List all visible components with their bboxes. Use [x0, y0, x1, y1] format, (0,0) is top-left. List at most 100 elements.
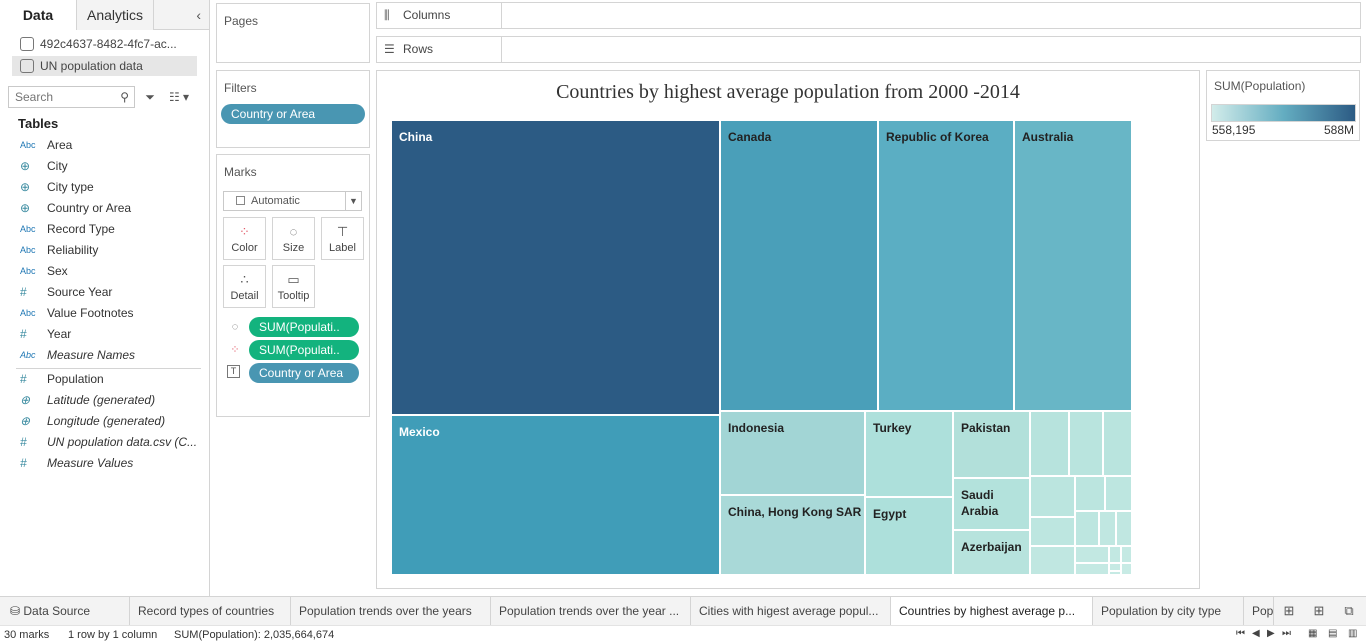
treemap-cell[interactable]: [1030, 517, 1075, 546]
field-search-row: ⚲ ⏷ ☷ ▾: [8, 86, 209, 108]
field-label: Measure Values: [47, 456, 134, 470]
mark-type-dropdown[interactable]: Automatic ▼: [223, 191, 362, 211]
field-item[interactable]: # UN population data.csv (C...: [0, 432, 209, 453]
field-item[interactable]: # Measure Values: [0, 453, 209, 474]
sheet-tab[interactable]: Population by city type: [1093, 597, 1244, 625]
treemap-cell[interactable]: [1105, 476, 1132, 511]
treemap-cell[interactable]: [1121, 563, 1132, 575]
treemap-cell[interactable]: [1109, 571, 1121, 575]
string-type-icon: Abc: [20, 224, 36, 234]
treemap-cell[interactable]: [1075, 546, 1109, 563]
rows-shelf[interactable]: ☰ Rows: [376, 36, 1361, 63]
tooltip-button[interactable]: ▭ Tooltip: [272, 265, 315, 308]
treemap-cell[interactable]: [1109, 546, 1121, 563]
treemap-cell[interactable]: [1116, 511, 1132, 546]
first-page-icon[interactable]: ⏮: [1236, 628, 1245, 639]
new-dashboard-icon[interactable]: ⊞: [1304, 597, 1334, 625]
number-type-icon: #: [20, 435, 27, 449]
treemap-cell[interactable]: [1075, 476, 1105, 511]
sheet-tab[interactable]: Record types of countries: [130, 597, 291, 625]
field-item[interactable]: Abc Sex: [0, 261, 209, 282]
new-worksheet-icon[interactable]: ⊞: [1274, 597, 1304, 625]
treemap-cell[interactable]: China, Hong Kong SAR: [720, 495, 865, 575]
field-search-input[interactable]: [9, 87, 134, 107]
last-page-icon[interactable]: ⏭: [1282, 628, 1291, 639]
view-options-icon[interactable]: ☷ ▾: [168, 90, 190, 104]
field-item[interactable]: # Year: [0, 324, 209, 345]
color-pill[interactable]: SUM(Populati..: [249, 340, 359, 360]
tables-heading: Tables: [18, 116, 59, 131]
treemap-cell[interactable]: [1099, 511, 1116, 546]
size-icon: ◌: [231, 321, 239, 333]
size-button[interactable]: ◌ Size: [272, 217, 315, 260]
collapse-pane-icon[interactable]: ‹: [154, 0, 209, 29]
sum-summary: SUM(Population): 2,035,664,674: [174, 629, 335, 641]
detail-button[interactable]: ∴ Detail: [223, 265, 266, 308]
treemap-cell[interactable]: [1103, 411, 1132, 476]
color-button[interactable]: ⁘ Color: [223, 217, 266, 260]
field-item[interactable]: ⊕ Latitude (generated): [0, 390, 209, 411]
tab-data-source[interactable]: ⛁ Data Source: [0, 597, 130, 625]
treemap-cell[interactable]: Turkey: [865, 411, 953, 497]
measure-list: # Population ⊕ Latitude (generated) ⊕ Longitu…: [0, 369, 209, 474]
field-item[interactable]: # Source Year: [0, 282, 209, 303]
datasource-item[interactable]: 492c4637-8482-4fc7-ac...: [12, 34, 197, 54]
field-item[interactable]: Abc Record Type: [0, 219, 209, 240]
treemap-cell[interactable]: Saudi Arabia: [953, 478, 1030, 530]
string-type-icon: Abc: [20, 350, 36, 360]
next-page-icon[interactable]: ▶: [1267, 628, 1275, 639]
treemap-cell[interactable]: [1121, 546, 1132, 563]
treemap-cell[interactable]: [1075, 511, 1099, 546]
label-button-label: Label: [329, 242, 356, 254]
field-item[interactable]: Abc Measure Names: [0, 345, 209, 366]
sheet-tab[interactable]: Cities with higest average popul...: [691, 597, 891, 625]
sheet-tab[interactable]: Pop: [1244, 597, 1274, 625]
field-item[interactable]: ⊕ Country or Area: [0, 198, 209, 219]
detail-button-label: Detail: [230, 290, 259, 302]
label-pill[interactable]: Country or Area: [249, 363, 359, 383]
treemap-cell[interactable]: [1069, 411, 1103, 476]
treemap-cell[interactable]: Mexico: [391, 415, 720, 575]
field-item[interactable]: Abc Value Footnotes: [0, 303, 209, 324]
label-button[interactable]: ⊤ Label: [321, 217, 364, 260]
treemap-cell[interactable]: [1109, 563, 1121, 571]
treemap-cell[interactable]: China: [391, 120, 720, 415]
mark-type-icon: [236, 196, 245, 205]
tabs-view-icon[interactable]: ▥: [1348, 628, 1358, 639]
field-item[interactable]: Abc Reliability: [0, 240, 209, 261]
filter-icon[interactable]: ⏷: [145, 90, 155, 104]
treemap-cell[interactable]: [1030, 476, 1075, 517]
sheet-tab[interactable]: Population trends over the years: [291, 597, 491, 625]
tab-analytics[interactable]: Analytics: [77, 0, 154, 30]
treemap: China Mexico Canada Republic of Korea Austra…: [391, 120, 1132, 575]
treemap-cell[interactable]: Australia: [1014, 120, 1132, 411]
columns-shelf[interactable]: ⫼ Columns: [376, 2, 1361, 29]
grid-view-icon[interactable]: ▦: [1308, 628, 1318, 639]
sheet-tab[interactable]: Population trends over the year ...: [491, 597, 691, 625]
treemap-cell[interactable]: [1030, 546, 1075, 575]
treemap-cell[interactable]: [1030, 411, 1069, 476]
datasource-item-active[interactable]: UN population data: [12, 56, 197, 76]
treemap-cell[interactable]: Canada: [720, 120, 878, 411]
field-label: Population: [47, 372, 104, 386]
field-item[interactable]: Abc Area: [0, 135, 209, 156]
size-pill[interactable]: SUM(Populati..: [249, 317, 359, 337]
field-item[interactable]: # Population: [0, 369, 209, 390]
tab-data[interactable]: Data: [0, 0, 77, 30]
treemap-cell[interactable]: Indonesia: [720, 411, 865, 495]
field-item[interactable]: ⊕ City: [0, 156, 209, 177]
sheet-tab-active[interactable]: Countries by highest average p...: [891, 597, 1093, 625]
previous-page-icon[interactable]: ◀: [1252, 628, 1260, 639]
treemap-cell[interactable]: Azerbaijan: [953, 530, 1030, 575]
treemap-cell[interactable]: Egypt: [865, 497, 953, 575]
treemap-cell[interactable]: Republic of Korea: [878, 120, 1014, 411]
filter-pill-country[interactable]: Country or Area: [221, 104, 365, 124]
columns-shelf-label: ⫼ Columns: [377, 3, 502, 28]
field-item[interactable]: ⊕ Longitude (generated): [0, 411, 209, 432]
data-pane: Data Analytics ‹ 492c4637-8482-4fc7-ac..…: [0, 0, 210, 596]
new-story-icon[interactable]: ⧉: [1334, 597, 1364, 625]
field-item[interactable]: ⊕ City type: [0, 177, 209, 198]
treemap-cell[interactable]: [1075, 563, 1109, 575]
filmstrip-view-icon[interactable]: ▤: [1328, 628, 1338, 639]
treemap-cell[interactable]: Pakistan: [953, 411, 1030, 478]
